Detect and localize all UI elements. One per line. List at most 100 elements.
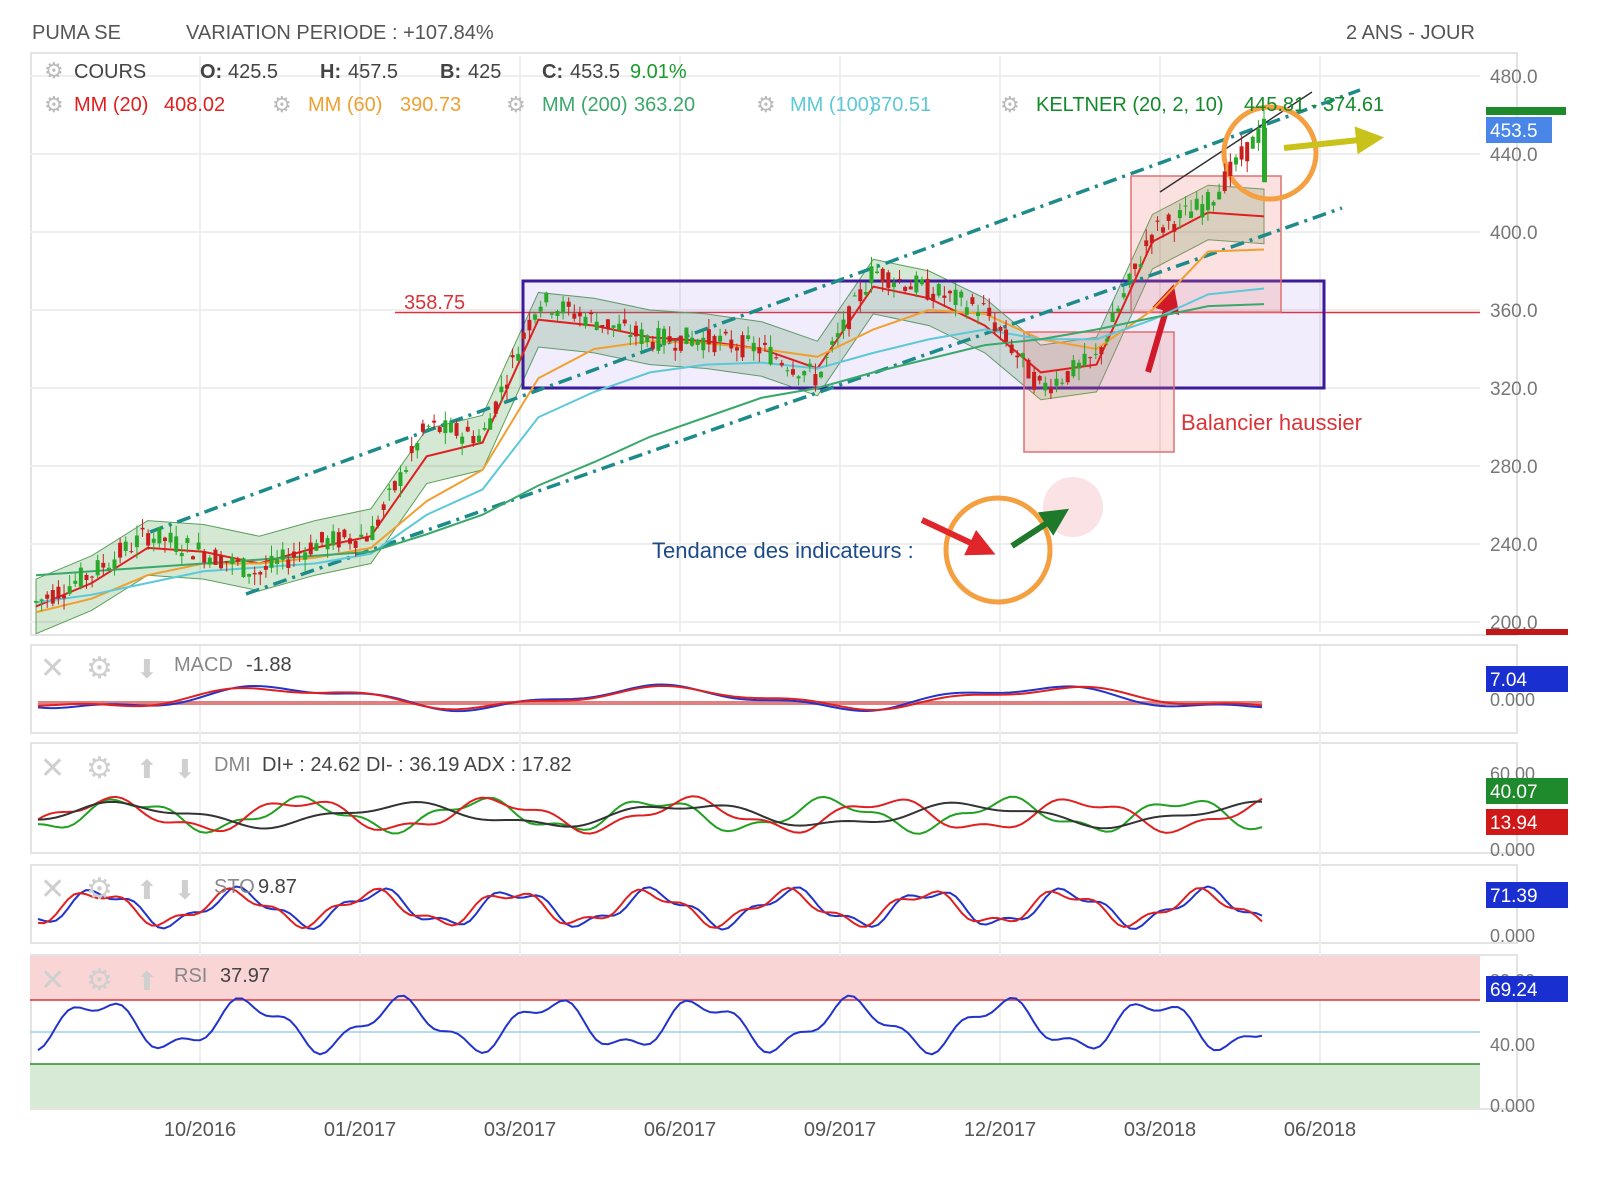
ma-gear-icon[interactable]: ⚙ — [272, 92, 292, 117]
dmi-panel[interactable] — [30, 742, 1518, 854]
candle-body — [488, 418, 493, 430]
candle-body — [1205, 192, 1210, 211]
candle-body — [1183, 205, 1188, 207]
candle-body — [633, 325, 638, 337]
sto-k-line — [37, 885, 1263, 931]
candle-body — [1228, 161, 1233, 177]
sto-panel[interactable] — [30, 864, 1518, 944]
candle-body — [134, 535, 139, 548]
series-mm200 — [35, 303, 1265, 577]
dmi-label: DMI — [214, 754, 251, 776]
price-badge — [1486, 117, 1552, 143]
candle-body — [622, 319, 627, 324]
sto-badge — [1486, 882, 1568, 908]
candle-body — [269, 555, 274, 568]
candle-body — [1245, 142, 1250, 162]
price-panel[interactable] — [30, 52, 1518, 636]
candle-body — [1149, 234, 1154, 244]
dmi-badge-1 — [1486, 778, 1568, 804]
candle-body — [527, 319, 532, 331]
dmi-close-icon[interactable]: ✕ — [40, 752, 65, 785]
candle-body — [432, 420, 437, 423]
candle-body — [701, 337, 706, 351]
series-lines — [35, 211, 1265, 614]
macd-down-icon[interactable]: ⬇ — [136, 654, 158, 684]
ma-gear-icon[interactable]: ⚙ — [44, 92, 64, 117]
candle-body — [286, 559, 291, 568]
rsi-close-icon[interactable]: ✕ — [40, 964, 65, 997]
candle-body — [146, 533, 151, 546]
dmi-gear-icon[interactable]: ⚙ — [86, 752, 113, 785]
candle-body — [1172, 224, 1177, 232]
y-tick-label: 200.0 — [1490, 613, 1538, 634]
period-selector[interactable]: 2 ANS - JOUR — [1346, 22, 1475, 44]
candle-body — [179, 553, 184, 557]
candle-body — [1093, 353, 1098, 355]
b-label: B: — [440, 61, 461, 83]
macd-close-icon[interactable]: ✕ — [40, 652, 65, 685]
dmi-up-icon[interactable]: ⬆ — [136, 754, 158, 784]
macd-gear-icon[interactable]: ⚙ — [86, 652, 113, 685]
b-value: 425 — [468, 61, 501, 83]
candle-body — [1048, 387, 1053, 394]
cours-label: COURS — [74, 61, 146, 83]
sto-close-icon[interactable]: ✕ — [40, 873, 65, 906]
ma-gear-icon[interactable]: ⚙ — [506, 92, 526, 117]
candle-body — [404, 470, 409, 472]
candle-body — [561, 301, 566, 314]
ma-legend-label: MM (200) — [542, 94, 628, 116]
rsi-up-icon[interactable]: ⬆ — [136, 966, 158, 996]
candle-body — [1133, 263, 1138, 269]
candle-body — [690, 337, 695, 346]
candle-body — [258, 572, 263, 575]
x-tick-label: 06/2017 — [644, 1119, 716, 1141]
x-tick-label: 06/2018 — [1284, 1119, 1356, 1141]
y-tick-label: 240.0 — [1490, 535, 1538, 556]
rsi-gear-icon[interactable]: ⚙ — [86, 964, 113, 997]
indicators-down-arrow-head — [964, 529, 996, 556]
ma-gear-icon[interactable]: ⚙ — [1000, 92, 1020, 117]
candle-body — [785, 370, 790, 372]
candle-body — [617, 323, 622, 331]
candle-body — [533, 314, 538, 320]
macd-badge — [1486, 666, 1568, 692]
candle-body — [1009, 344, 1014, 354]
candle-body — [426, 425, 431, 427]
ma-gear-icon[interactable]: ⚙ — [756, 92, 776, 117]
candle-body — [852, 295, 857, 297]
sto-axis-bottom: 0.000 — [1490, 926, 1535, 946]
sto-label: STO — [214, 876, 255, 898]
candle-body — [847, 306, 852, 330]
sto-d-line — [37, 886, 1263, 930]
candle-body — [1088, 357, 1093, 359]
candle-body — [168, 532, 173, 543]
indicator-lines — [37, 683, 1263, 1056]
candle-body — [667, 336, 672, 342]
ma-legend: ⚙ MM (20) 408.02 ⚙ MM (60) 390.73 ⚙ MM (200) 363… — [44, 92, 1384, 117]
candle-body — [420, 423, 425, 432]
candle-body — [875, 271, 880, 274]
candle-body — [1020, 352, 1025, 358]
candle-body — [314, 543, 319, 551]
sto-gear-icon[interactable]: ⚙ — [86, 873, 113, 906]
candle-body — [925, 278, 930, 300]
low-badge — [1486, 629, 1568, 635]
candle-body — [992, 322, 997, 332]
dmi-value: DI+ : 24.62 DI- : 36.19 ADX : 17.82 — [262, 754, 572, 776]
candle-body — [460, 436, 465, 444]
candle-body — [482, 427, 487, 430]
sto-down-icon[interactable]: ⬇ — [174, 875, 196, 905]
candle-body — [162, 537, 167, 542]
macd-panel[interactable] — [30, 644, 1518, 734]
candle-body — [1222, 171, 1227, 192]
candle-body — [1256, 128, 1261, 143]
candle-body — [605, 319, 610, 329]
cours-gear-icon[interactable]: ⚙ — [44, 58, 64, 83]
dmi-down-icon[interactable]: ⬇ — [174, 754, 196, 784]
ma-legend-label: KELTNER (20, 2, 10) — [1036, 94, 1223, 116]
candle-body — [1189, 211, 1194, 218]
candle-body — [712, 335, 717, 353]
candle-body — [224, 561, 229, 563]
candle-body — [970, 297, 975, 305]
sto-up-icon[interactable]: ⬆ — [136, 875, 158, 905]
